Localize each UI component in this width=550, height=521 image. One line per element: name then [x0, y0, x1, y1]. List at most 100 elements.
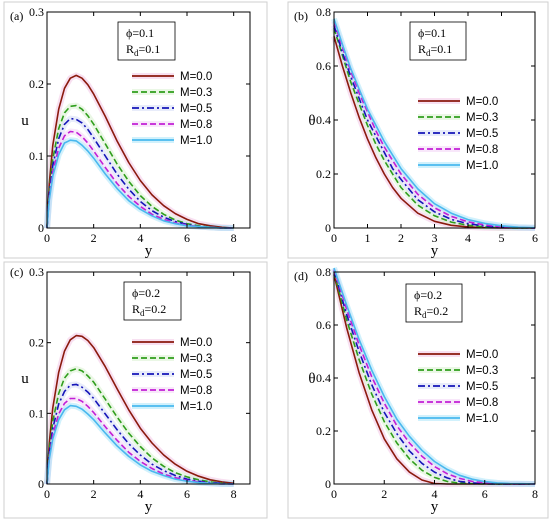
x-tick-label: 6 [184, 487, 190, 501]
series-line-M=0.5 [333, 270, 535, 485]
y-tick-label: 0.8 [316, 5, 331, 19]
x-tick-label: 5 [499, 231, 505, 245]
legend: M=0.0 M=0.3 M=0.5 M=0.8 M=1.0 [418, 96, 498, 172]
x-tick-label: 4 [137, 487, 143, 501]
y-tick-label: 0.4 [316, 371, 331, 385]
legend-label: M=0.3 [466, 112, 498, 124]
parameter-box [409, 21, 467, 61]
x-tick-label: 6 [532, 231, 538, 245]
y-tick-label: 0 [325, 221, 331, 235]
y-axis-label: θ [308, 113, 315, 129]
series-line-M=0.8 [333, 21, 536, 229]
series-line-M=1.0 [333, 18, 536, 229]
parameter-rd: Rd=0.2 [132, 302, 166, 318]
y-tick-label: 0 [38, 221, 44, 235]
panel-c: 0 2 4 6 8 0 0.1 0.2 0.3 y u (c) ϕ=0.2 Rd=0.2 M=0.0 M=0.… [3, 261, 268, 519]
legend-label: M=0.0 [466, 349, 498, 361]
legend-label: M=0.5 [466, 381, 498, 393]
parameter-box [405, 283, 463, 323]
series-line-M=1.0 [46, 404, 234, 485]
curves [44, 72, 234, 231]
y-tick-label: 0 [38, 477, 44, 491]
legend-label: M=1.0 [466, 160, 498, 172]
x-tick-label: 4 [432, 487, 438, 501]
y-tick-label: 0.3 [29, 5, 44, 19]
legend-label: M=0.8 [466, 144, 498, 156]
axes-box [46, 11, 251, 229]
x-tick-label: 6 [482, 487, 488, 501]
series-line-M=1.0 [333, 267, 536, 485]
curves [331, 17, 536, 231]
curves [44, 332, 235, 487]
panel-tag: (a) [10, 9, 23, 23]
parameter-rd: Rd=0.1 [418, 42, 452, 58]
axes-box [46, 271, 251, 485]
legend-label: M=1.0 [466, 413, 498, 425]
x-tick-label: 0 [44, 487, 50, 501]
x-tick-label: 0 [331, 231, 337, 245]
y-axis-label: θ [308, 371, 315, 387]
series-line-M=1.0 [46, 139, 234, 229]
y-tick-label: 0.2 [316, 424, 331, 438]
legend-label: M=0.3 [180, 353, 212, 365]
x-tick-label: 1 [365, 231, 371, 245]
parameter-phi: ϕ=0.1 [418, 26, 446, 40]
panel-tag: (b) [294, 9, 308, 23]
legend-label: M=0.5 [466, 128, 498, 140]
series-line-M=0.3 [46, 104, 234, 229]
y-tick-label: 0.8 [316, 265, 331, 279]
parameter-rd: Rd=0.2 [414, 304, 448, 320]
series-line-M=0.0 [46, 74, 234, 229]
y-axis-label: u [21, 371, 29, 387]
y-tick-label: 0.3 [29, 265, 44, 279]
y-tick-label: 0.6 [316, 59, 331, 73]
legend-label: M=0.8 [466, 397, 498, 409]
y-tick-label: 0.2 [316, 167, 331, 181]
legend-label: M=0.3 [466, 365, 498, 377]
legend-label: M=0.0 [180, 71, 212, 83]
y-tick-label: 0.1 [29, 149, 44, 163]
series-line-M=0.8 [333, 269, 535, 485]
x-tick-label: 2 [381, 487, 387, 501]
legend-label: M=0.3 [180, 87, 212, 99]
x-tick-label: 2 [91, 231, 97, 245]
y-tick-label: 0.2 [29, 77, 44, 91]
legend: M=0.0 M=0.3 M=0.5 M=0.8 M=1.0 [132, 337, 212, 413]
parameter-phi: ϕ=0.2 [132, 286, 160, 300]
panel-tag: (c) [10, 265, 23, 279]
series-line-M=0.5 [333, 25, 536, 229]
y-tick-label: 0.1 [29, 406, 44, 420]
parameter-box [117, 21, 176, 61]
x-tick-label: 2 [91, 487, 97, 501]
x-axis-label: y [431, 499, 439, 515]
parameter-phi: ϕ=0.2 [414, 288, 442, 302]
parameter-box [123, 281, 182, 321]
x-tick-label: 6 [184, 231, 190, 245]
legend-label: M=0.8 [180, 119, 212, 131]
y-axis-label: u [21, 113, 29, 129]
legend-label: M=0.0 [180, 337, 212, 349]
x-axis-label: y [145, 243, 153, 259]
x-tick-label: 2 [398, 231, 404, 245]
y-tick-label: 0.2 [29, 336, 44, 350]
legend-label: M=0.5 [180, 103, 212, 115]
x-tick-label: 0 [331, 487, 337, 501]
series-line-M=0.5 [46, 383, 234, 485]
series-line-M=0.3 [46, 367, 234, 485]
legend-label: M=0.8 [180, 385, 212, 397]
legend-label: M=1.0 [180, 401, 212, 413]
x-tick-label: 8 [231, 487, 237, 501]
x-tick-label: 8 [231, 231, 237, 245]
y-tick-label: 0 [325, 477, 331, 491]
x-tick-label: 8 [532, 487, 538, 501]
parameter-phi: ϕ=0.1 [126, 26, 154, 40]
legend: M=0.0 M=0.3 M=0.5 M=0.8 M=1.0 [418, 349, 498, 425]
x-tick-label: 0 [44, 231, 50, 245]
y-tick-label: 0.4 [316, 113, 331, 127]
legend: M=0.0 M=0.3 M=0.5 M=0.8 M=1.0 [132, 71, 212, 147]
x-axis-label: y [431, 243, 439, 259]
panel-a: 0 2 4 6 800.10.20.3yu(a)ϕ=0.1Rd=0.1M=0.0M=0.… [3, 1, 268, 259]
legend-label: M=1.0 [180, 135, 212, 147]
x-axis-label: y [145, 499, 153, 515]
